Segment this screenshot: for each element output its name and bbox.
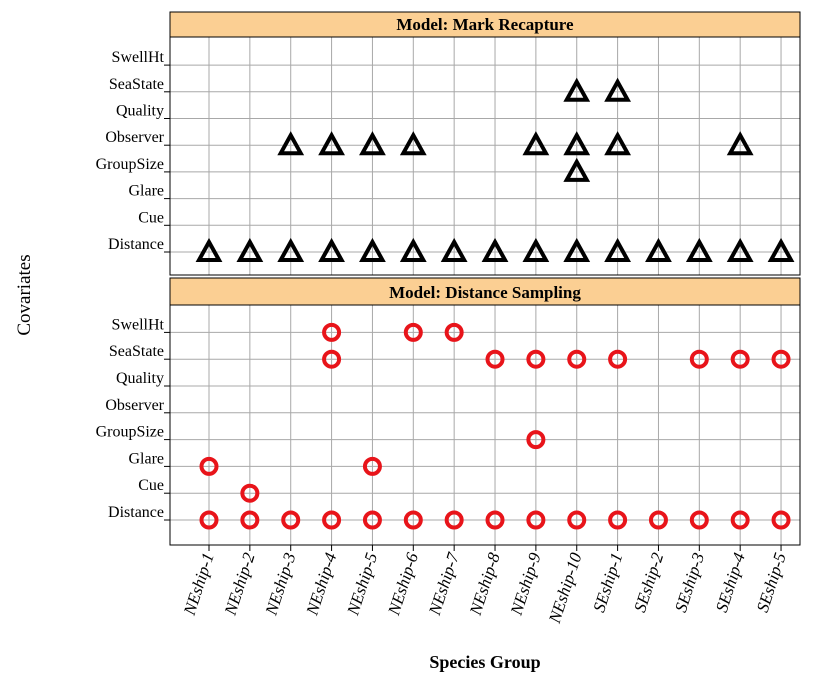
circle-marker [444, 322, 464, 342]
circle-marker [485, 349, 505, 369]
triangle-marker [318, 237, 345, 262]
circle-marker [322, 349, 342, 369]
triangle-marker [236, 237, 264, 262]
circle-marker [322, 322, 342, 342]
circle-marker [199, 456, 219, 476]
circle-marker [281, 510, 301, 530]
y-tick-label: Glare [128, 450, 164, 467]
circle-marker [730, 349, 750, 369]
circle-marker [526, 510, 546, 530]
triangle-marker [767, 237, 795, 262]
circle-marker [322, 510, 342, 530]
circle-marker [567, 349, 587, 369]
y-axis-label: Covariates [14, 254, 35, 335]
triangle-marker [522, 131, 550, 156]
x-tick-label: NEship-8 [466, 550, 504, 618]
triangle-marker [604, 237, 631, 262]
y-tick-label: Quality [116, 370, 164, 387]
triangle-marker [563, 237, 591, 262]
triangle-marker [563, 131, 591, 156]
y-tick-label: Observer [105, 397, 164, 414]
triangle-marker [399, 131, 427, 156]
triangle-marker [604, 131, 631, 156]
y-tick-label: SeaState [109, 343, 164, 360]
circle-marker [526, 349, 546, 369]
triangle-marker [318, 131, 345, 156]
triangle-marker [604, 77, 631, 102]
circle-marker [485, 510, 505, 530]
y-tick-label: SwellHt [112, 49, 165, 66]
y-tick-label: Cue [138, 209, 164, 226]
circle-marker [403, 510, 423, 530]
circle-marker [199, 510, 219, 530]
panel-frame [169, 304, 801, 546]
triangle-marker [359, 131, 386, 156]
x-tick-label: SEship-4 [712, 550, 749, 615]
x-tick-label: NEship-4 [302, 550, 340, 618]
y-tick-label: GroupSize [96, 156, 164, 173]
triangle-marker [726, 237, 754, 262]
panel-strip [169, 11, 801, 38]
y-tick-label: Distance [108, 236, 164, 253]
x-tick-label: NEship-2 [220, 550, 258, 618]
x-tick-label: SEship-3 [671, 550, 708, 614]
y-tick-label: Observer [105, 129, 164, 146]
triangle-marker [645, 237, 672, 262]
panel-strip [169, 277, 801, 306]
triangle-marker [563, 157, 591, 182]
x-tick-label: SEship-5 [753, 550, 790, 614]
circle-marker [608, 510, 628, 530]
circle-marker [403, 322, 423, 342]
circle-marker [240, 483, 260, 503]
triangle-marker [481, 237, 509, 262]
triangle-marker [685, 237, 713, 262]
panel-title: Model: Mark Recapture [396, 15, 574, 34]
triangle-marker [277, 131, 305, 156]
circle-marker [608, 349, 628, 369]
x-tick-label: SEship-1 [589, 550, 626, 614]
triangle-marker [399, 237, 427, 262]
circle-marker [240, 510, 260, 530]
triangle-marker [563, 77, 591, 102]
circle-marker [567, 510, 587, 530]
x-tick-label: SEship-2 [630, 550, 667, 615]
circle-marker [444, 510, 464, 530]
circle-marker [771, 349, 791, 369]
circle-marker [689, 510, 709, 530]
circle-marker [526, 430, 546, 450]
triangle-marker [359, 237, 386, 262]
x-axis-label: Species Group [429, 652, 540, 672]
triangle-marker [522, 237, 550, 262]
y-tick-label: Glare [128, 183, 164, 200]
circle-marker [771, 510, 791, 530]
y-tick-label: Cue [138, 477, 164, 494]
triangle-marker [440, 237, 468, 262]
y-tick-label: Quality [116, 103, 164, 120]
x-tick-label: NEship-1 [180, 550, 218, 618]
circle-marker [362, 456, 382, 476]
circle-marker [648, 510, 668, 530]
x-tick-label: NEship-5 [343, 550, 381, 618]
x-tick-label: NEship-3 [261, 550, 299, 618]
y-tick-label: Distance [108, 504, 164, 521]
circle-marker [689, 349, 709, 369]
circle-marker [362, 510, 382, 530]
panel-title: Model: Distance Sampling [389, 283, 581, 302]
x-tick-label: NEship-10 [545, 550, 586, 626]
y-tick-label: GroupSize [96, 424, 164, 441]
panel-frame [169, 36, 801, 276]
triangle-marker [726, 131, 754, 156]
x-tick-label: NEship-6 [384, 550, 422, 618]
y-tick-label: SwellHt [112, 316, 165, 333]
triangle-marker [195, 237, 223, 262]
circle-marker [730, 510, 750, 530]
x-tick-label: NEship-9 [506, 550, 544, 618]
x-tick-label: NEship-7 [425, 549, 464, 618]
triangle-marker [277, 237, 305, 262]
y-tick-label: SeaState [109, 76, 164, 93]
